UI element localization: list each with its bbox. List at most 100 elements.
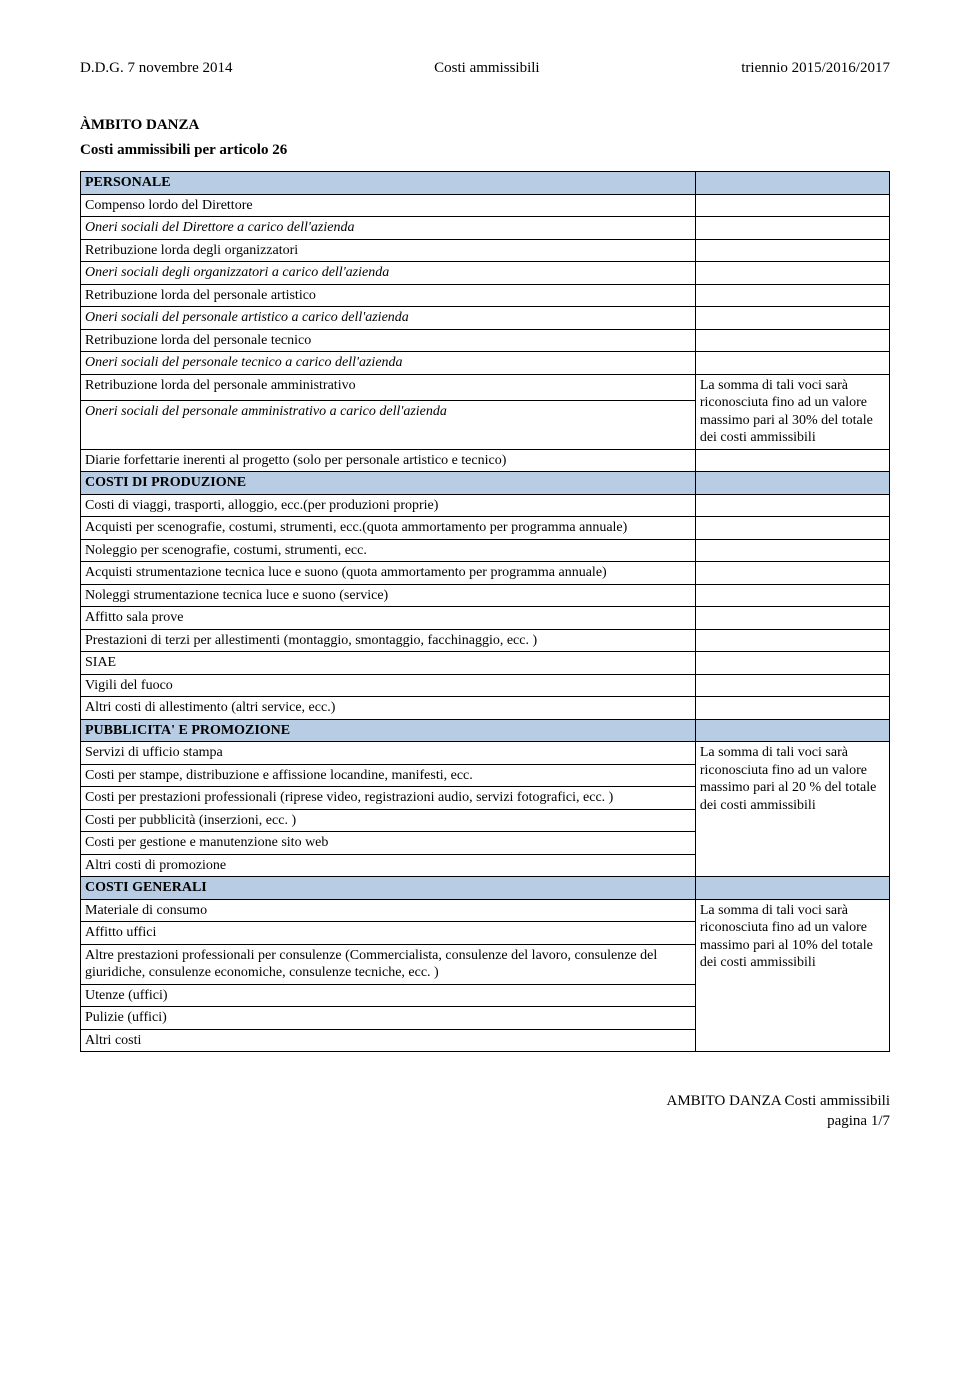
row-value <box>695 352 889 375</box>
table-row: Acquisti strumentazione tecnica luce e s… <box>81 562 890 585</box>
table-row: Oneri sociali del personale tecnico a ca… <box>81 352 890 375</box>
table-row: Acquisti per scenografie, costumi, strum… <box>81 517 890 540</box>
table-row: Diarie forfettarie inerenti al progetto … <box>81 449 890 472</box>
row-value <box>695 629 889 652</box>
section-value <box>695 719 889 742</box>
row-label: Retribuzione lorda del personale amminis… <box>81 374 696 401</box>
row-label: Oneri sociali del personale amministrati… <box>81 401 696 449</box>
header-right: triennio 2015/2016/2017 <box>741 60 890 77</box>
note-cell: La somma di tali voci sarà riconosciuta … <box>695 374 889 449</box>
footer-line1: AMBITO DANZA Costi ammissibili <box>80 1092 890 1112</box>
row-value <box>695 194 889 217</box>
row-label: Materiale di consumo <box>81 899 696 922</box>
row-label: Retribuzione lorda degli organizzatori <box>81 239 696 262</box>
header-left: D.D.G. 7 novembre 2014 <box>80 60 232 77</box>
row-value <box>695 674 889 697</box>
row-value <box>695 584 889 607</box>
section-header-produzione: COSTI DI PRODUZIONE <box>81 472 890 495</box>
row-label: Retribuzione lorda del personale tecnico <box>81 329 696 352</box>
row-value <box>695 329 889 352</box>
section-value <box>695 877 889 900</box>
section-label: PUBBLICITA' E PROMOZIONE <box>81 719 696 742</box>
table-row: Affitto sala prove <box>81 607 890 630</box>
row-label: Altri costi <box>81 1029 696 1052</box>
footer: AMBITO DANZA Costi ammissibili pagina 1/… <box>80 1092 890 1131</box>
section-label: COSTI DI PRODUZIONE <box>81 472 696 495</box>
row-label: Diarie forfettarie inerenti al progetto … <box>81 449 696 472</box>
section-label: COSTI GENERALI <box>81 877 696 900</box>
table-row: Altri costi di allestimento (altri servi… <box>81 697 890 720</box>
row-label: Affitto uffici <box>81 922 696 945</box>
table-row: Materiale di consumo La somma di tali vo… <box>81 899 890 922</box>
section-header-personale: PERSONALE <box>81 172 890 195</box>
section-value <box>695 472 889 495</box>
table-row: Retribuzione lorda del personale tecnico <box>81 329 890 352</box>
table-row: Prestazioni di terzi per allestimenti (m… <box>81 629 890 652</box>
row-label: Costi per gestione e manutenzione sito w… <box>81 832 696 855</box>
footer-line2: pagina 1/7 <box>80 1112 890 1132</box>
row-value <box>695 652 889 675</box>
row-value <box>695 217 889 240</box>
page-subtitle: Costi ammissibili per articolo 26 <box>80 142 890 159</box>
row-value <box>695 239 889 262</box>
table-row: SIAE <box>81 652 890 675</box>
note-cell: La somma di tali voci sarà riconosciuta … <box>695 899 889 1052</box>
row-label: Oneri sociali del personale tecnico a ca… <box>81 352 696 375</box>
row-value <box>695 562 889 585</box>
table-row: Retribuzione lorda del personale artisti… <box>81 284 890 307</box>
row-label: Altri costi di allestimento (altri servi… <box>81 697 696 720</box>
table-row: Oneri sociali degli organizzatori a cari… <box>81 262 890 285</box>
table-row: Compenso lordo del Direttore <box>81 194 890 217</box>
table-row: Retribuzione lorda degli organizzatori <box>81 239 890 262</box>
table-row: Oneri sociali del Direttore a carico del… <box>81 217 890 240</box>
row-label: Acquisti strumentazione tecnica luce e s… <box>81 562 696 585</box>
table-row: Retribuzione lorda del personale amminis… <box>81 374 890 401</box>
row-label: Oneri sociali degli organizzatori a cari… <box>81 262 696 285</box>
row-label: Retribuzione lorda del personale artisti… <box>81 284 696 307</box>
row-label: SIAE <box>81 652 696 675</box>
row-value <box>695 307 889 330</box>
header-line: D.D.G. 7 novembre 2014 Costi ammissibili… <box>80 60 890 77</box>
row-label: Prestazioni di terzi per allestimenti (m… <box>81 629 696 652</box>
section-value <box>695 172 889 195</box>
row-label: Noleggi strumentazione tecnica luce e su… <box>81 584 696 607</box>
table-row: Noleggio per scenografie, costumi, strum… <box>81 539 890 562</box>
table-row: Oneri sociali del personale artistico a … <box>81 307 890 330</box>
section-header-generali: COSTI GENERALI <box>81 877 890 900</box>
table-row: Servizi di ufficio stampa La somma di ta… <box>81 742 890 765</box>
row-label: Oneri sociali del personale artistico a … <box>81 307 696 330</box>
row-label: Servizi di ufficio stampa <box>81 742 696 765</box>
row-label: Costi per prestazioni professionali (rip… <box>81 787 696 810</box>
row-value <box>695 494 889 517</box>
section-header-pubblicita: PUBBLICITA' E PROMOZIONE <box>81 719 890 742</box>
row-label: Costi per pubblicità (inserzioni, ecc. ) <box>81 809 696 832</box>
row-value <box>695 284 889 307</box>
row-label: Oneri sociali del Direttore a carico del… <box>81 217 696 240</box>
row-value <box>695 262 889 285</box>
table-row: Vigili del fuoco <box>81 674 890 697</box>
page-title: ÀMBITO DANZA <box>80 117 890 134</box>
page: D.D.G. 7 novembre 2014 Costi ammissibili… <box>0 0 960 1171</box>
row-label: Costi per stampe, distribuzione e affiss… <box>81 764 696 787</box>
row-label: Compenso lordo del Direttore <box>81 194 696 217</box>
row-label: Pulizie (uffici) <box>81 1007 696 1030</box>
section-label: PERSONALE <box>81 172 696 195</box>
row-label: Altri costi di promozione <box>81 854 696 877</box>
row-label: Utenze (uffici) <box>81 984 696 1007</box>
row-label: Noleggio per scenografie, costumi, strum… <box>81 539 696 562</box>
row-value <box>695 697 889 720</box>
row-value <box>695 539 889 562</box>
table-row: Noleggi strumentazione tecnica luce e su… <box>81 584 890 607</box>
row-value <box>695 449 889 472</box>
header-center: Costi ammissibili <box>434 60 539 77</box>
note-cell: La somma di tali voci sarà riconosciuta … <box>695 742 889 877</box>
row-value <box>695 607 889 630</box>
row-label: Affitto sala prove <box>81 607 696 630</box>
row-value <box>695 517 889 540</box>
row-label: Costi di viaggi, trasporti, alloggio, ec… <box>81 494 696 517</box>
row-label: Altre prestazioni professionali per cons… <box>81 944 696 984</box>
costs-table: PERSONALE Compenso lordo del Direttore O… <box>80 171 890 1052</box>
row-label: Vigili del fuoco <box>81 674 696 697</box>
table-row: Costi di viaggi, trasporti, alloggio, ec… <box>81 494 890 517</box>
row-label: Acquisti per scenografie, costumi, strum… <box>81 517 696 540</box>
